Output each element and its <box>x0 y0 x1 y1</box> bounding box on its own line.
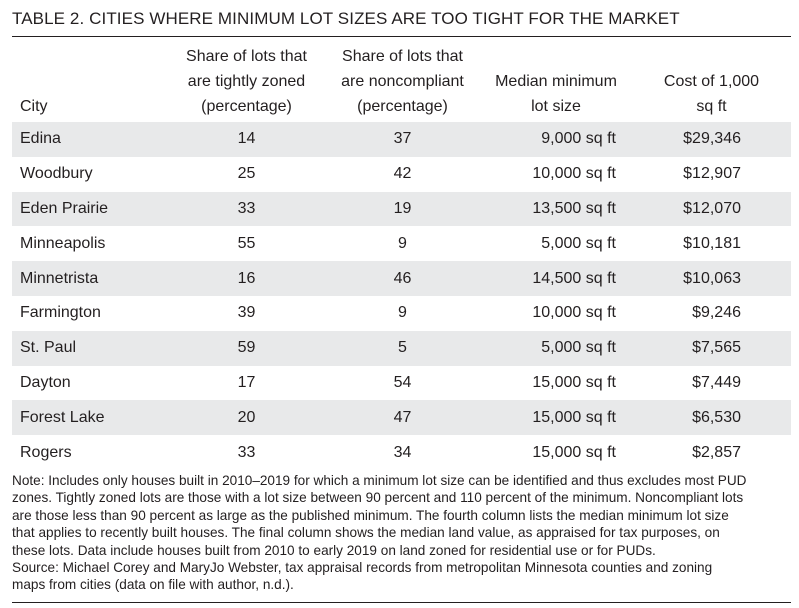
header-line: Share of lots that <box>342 48 463 65</box>
header-row: City Share of lots that are tightly zone… <box>12 44 791 122</box>
table-row: Farmington 39 9 10,000 sq ft $9,246 <box>12 296 791 331</box>
cell-cost: $10,063 <box>632 261 791 296</box>
cell-median-lot-size: 13,500 sq ft <box>480 191 632 227</box>
note-line: are those less than 90 percent as large … <box>12 507 729 523</box>
cell-tightly-zoned: 59 <box>168 330 325 366</box>
cell-city: Eden Prairie <box>12 191 168 227</box>
cell-tightly-zoned: 17 <box>237 373 256 391</box>
header-line: (percentage) <box>201 98 292 115</box>
cell-city: Dayton <box>20 373 71 391</box>
table-row: Eden Prairie 33 19 13,500 sq ft $12,070 <box>12 191 791 227</box>
header-median-lot-size: Median minimum lot size <box>480 44 632 122</box>
note-line: zones. Tightly zoned lots are those with… <box>12 490 744 506</box>
source-line: maps from cities (data on file with auth… <box>12 577 294 593</box>
cell-median-lot-size: 15,000 sq ft <box>532 373 616 391</box>
note-line: Note: Includes only houses built in 2010… <box>12 473 747 488</box>
header-cost: Cost of 1,000 sq ft <box>632 44 791 122</box>
table-row: Minnetrista 16 46 14,500 sq ft $10,063 <box>12 261 791 296</box>
note-line: these lots. Data include houses built fr… <box>12 542 656 558</box>
cell-tightly-zoned: 39 <box>237 304 256 322</box>
bottom-rule <box>12 602 791 603</box>
header-line: Share of lots that <box>186 48 307 65</box>
table-row: Forest Lake 20 47 15,000 sq ft $6,530 <box>12 400 791 436</box>
table-title: TABLE 2. CITIES WHERE MINIMUM LOT SIZES … <box>12 9 680 28</box>
cell-cost: $12,070 <box>632 191 791 227</box>
header-tightly-zoned: Share of lots that are tightly zoned (pe… <box>168 44 325 122</box>
table-note: Note: Includes only houses built in 2010… <box>12 472 797 594</box>
cell-cost: $2,857 <box>692 443 741 461</box>
table-body: Edina 14 37 9,000 sq ft $29,346 Woodbury 25 42 1… <box>12 122 791 470</box>
cell-noncompliant: 19 <box>325 191 480 227</box>
table-row: Minneapolis 55 9 5,000 sq ft $10,181 <box>12 226 791 261</box>
cell-tightly-zoned: 14 <box>168 122 325 157</box>
table-row: Edina 14 37 9,000 sq ft $29,346 <box>12 122 791 157</box>
header-line: Cost of 1,000 <box>663 73 760 90</box>
cell-noncompliant: 34 <box>393 443 412 461</box>
cell-tightly-zoned: 16 <box>168 261 325 296</box>
data-table: City Share of lots that are tightly zone… <box>12 44 791 470</box>
cell-cost: $6,530 <box>632 400 791 436</box>
cell-city: St. Paul <box>12 330 168 366</box>
header-city-line: City <box>20 98 48 115</box>
title-rule <box>12 36 791 37</box>
note-line: that applies to recently built houses. T… <box>12 525 720 541</box>
cell-median-lot-size: 10,000 sq ft <box>532 304 616 322</box>
table-row: Dayton 17 54 15,000 sq ft $7,449 <box>12 366 791 401</box>
header-city: City <box>12 44 168 122</box>
header-line: are tightly zoned <box>187 73 306 90</box>
cell-median-lot-size: 5,000 sq ft <box>541 234 616 252</box>
cell-noncompliant: 9 <box>398 304 407 322</box>
cell-tightly-zoned: 20 <box>168 400 325 436</box>
cell-median-lot-size: 10,000 sq ft <box>532 165 616 183</box>
table-row: St. Paul 59 5 5,000 sq ft $7,565 <box>12 330 791 366</box>
cell-tightly-zoned: 33 <box>168 191 325 227</box>
cell-tightly-zoned: 33 <box>237 443 256 461</box>
cell-city: Minnetrista <box>12 261 168 296</box>
source-line: Source: Michael Corey and MaryJo Webster… <box>12 560 713 576</box>
cell-city: Minneapolis <box>20 234 106 252</box>
header-line: lot size <box>531 98 581 115</box>
cell-city: Forest Lake <box>12 400 168 436</box>
table-row: Rogers 33 34 15,000 sq ft $2,857 <box>12 435 791 470</box>
cell-city: Rogers <box>20 443 72 461</box>
cell-noncompliant: 42 <box>393 165 412 183</box>
cell-city: Farmington <box>20 304 101 322</box>
cell-cost: $10,181 <box>683 234 741 252</box>
cell-median-lot-size: 15,000 sq ft <box>532 443 616 461</box>
cell-city: Woodbury <box>20 165 93 183</box>
cell-noncompliant: 5 <box>325 330 480 366</box>
cell-median-lot-size: 15,000 sq ft <box>480 400 632 436</box>
cell-cost: $7,449 <box>692 373 741 391</box>
cell-noncompliant: 47 <box>325 400 480 436</box>
cell-tightly-zoned: 55 <box>237 234 256 252</box>
cell-noncompliant: 37 <box>325 122 480 157</box>
cell-noncompliant: 9 <box>398 234 407 252</box>
cell-median-lot-size: 5,000 sq ft <box>480 330 632 366</box>
cell-median-lot-size: 14,500 sq ft <box>480 261 632 296</box>
header-line: Median minimum <box>495 73 617 90</box>
cell-noncompliant: 54 <box>393 373 412 391</box>
header-line: sq ft <box>696 98 727 115</box>
header-line: are noncompliant <box>341 73 464 90</box>
table-row: Woodbury 25 42 10,000 sq ft $12,907 <box>12 157 791 192</box>
cell-cost: $29,346 <box>632 122 791 157</box>
cell-cost: $7,565 <box>632 330 791 366</box>
cell-tightly-zoned: 25 <box>237 165 256 183</box>
cell-cost: $12,907 <box>683 165 741 183</box>
cell-city: Edina <box>12 122 168 157</box>
cell-noncompliant: 46 <box>325 261 480 296</box>
cell-median-lot-size: 9,000 sq ft <box>480 122 632 157</box>
header-noncompliant: Share of lots that are noncompliant (per… <box>325 44 480 122</box>
header-line: (percentage) <box>357 98 448 115</box>
cell-cost: $9,246 <box>692 304 741 322</box>
